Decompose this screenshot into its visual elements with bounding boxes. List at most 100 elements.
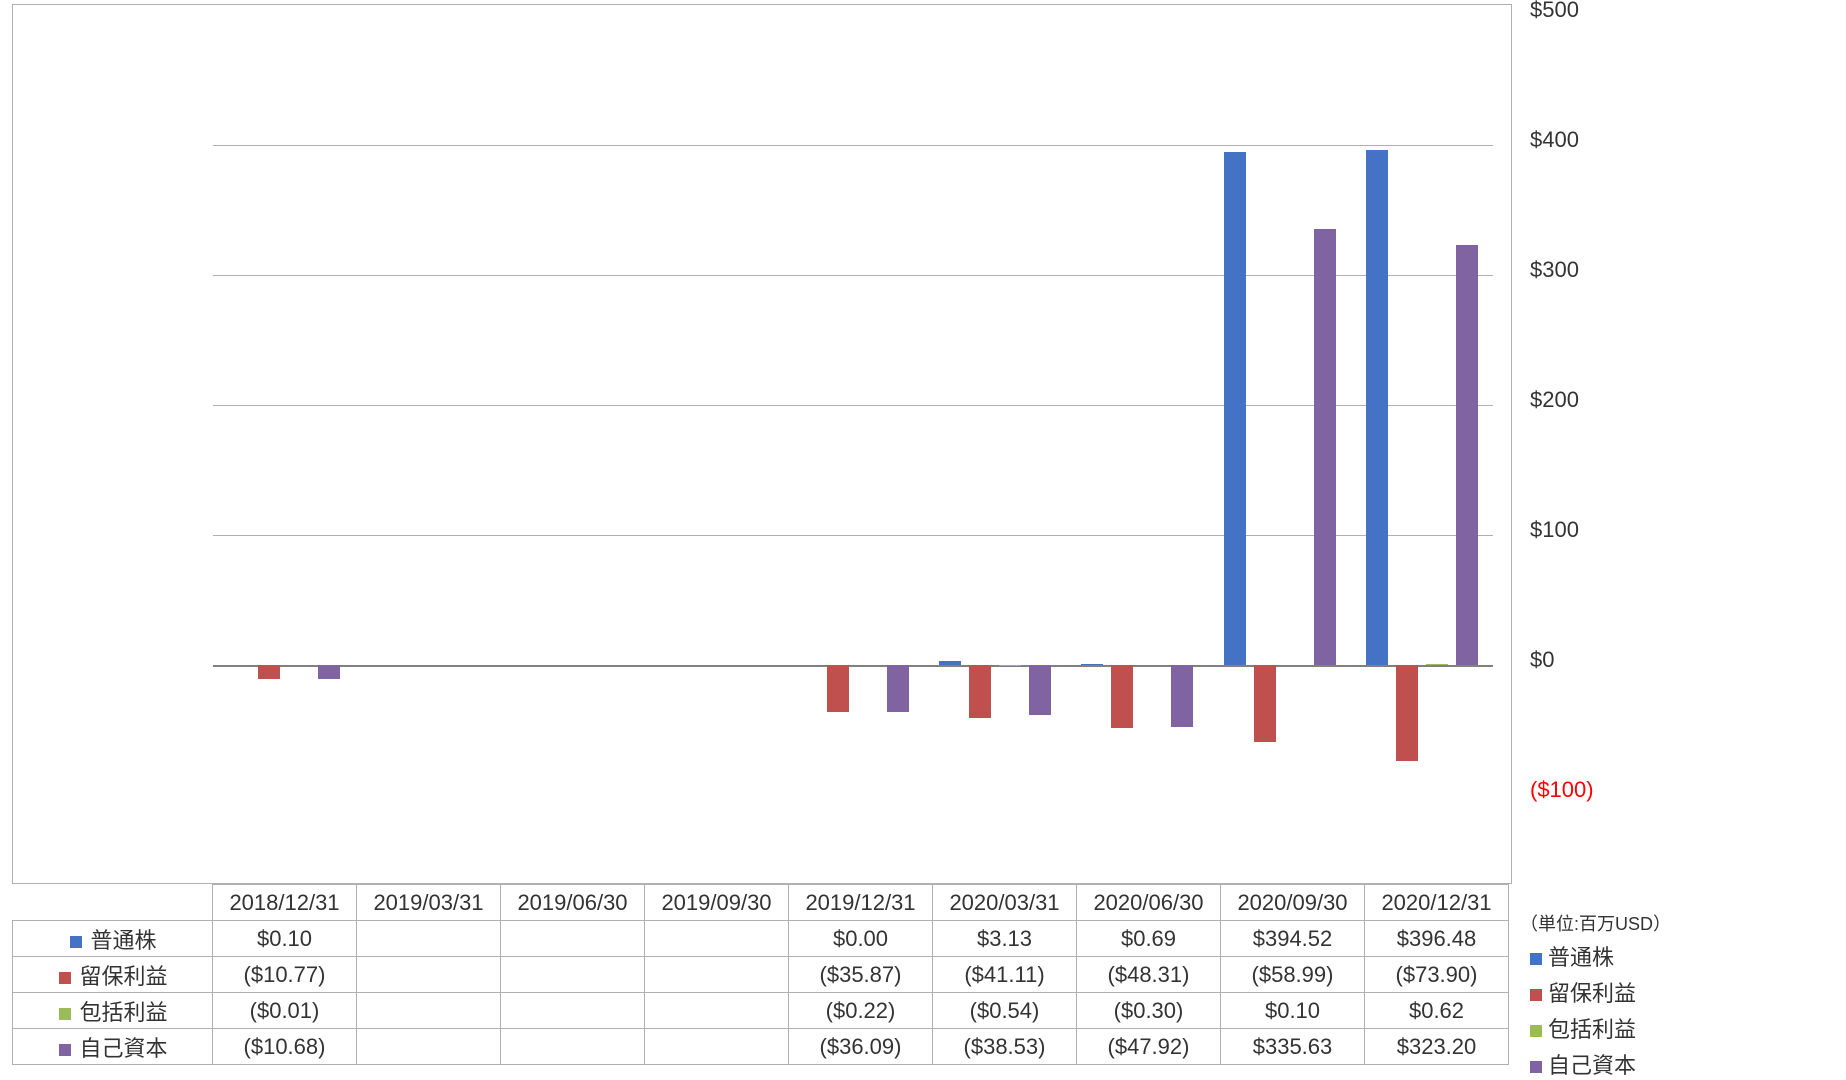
bar-common bbox=[939, 661, 961, 665]
table-cell: $3.13 bbox=[933, 921, 1077, 957]
table-cell: ($47.92) bbox=[1077, 1029, 1221, 1065]
table-cell bbox=[501, 957, 645, 993]
chart-border bbox=[12, 4, 1512, 884]
table-col-header: 2019/09/30 bbox=[645, 885, 789, 921]
table-col-header: 2020/03/31 bbox=[933, 885, 1077, 921]
gridline bbox=[213, 535, 1493, 536]
equity-swatch-icon bbox=[1530, 1061, 1542, 1073]
table-col-header: 2020/06/30 bbox=[1077, 885, 1221, 921]
gridline bbox=[213, 405, 1493, 406]
compre-swatch-icon bbox=[1530, 1025, 1542, 1037]
y-tick-label: $300 bbox=[1530, 257, 1579, 283]
zero-line bbox=[213, 665, 1493, 667]
table-row-compre: 包括利益($0.01)($0.22)($0.54)($0.30)$0.10$0.… bbox=[13, 993, 1509, 1029]
table-cell: ($38.53) bbox=[933, 1029, 1077, 1065]
table-cell bbox=[357, 993, 501, 1029]
y-tick-label: $0 bbox=[1530, 647, 1554, 673]
row-label: 自己資本 bbox=[13, 1029, 213, 1065]
bar-equity bbox=[887, 665, 909, 712]
unit-label: （単位:百万USD） bbox=[1520, 910, 1671, 936]
bar-retained bbox=[1111, 665, 1133, 728]
table-cell: $396.48 bbox=[1365, 921, 1509, 957]
bar-equity bbox=[1171, 665, 1193, 727]
table-cell: ($10.68) bbox=[213, 1029, 357, 1065]
bar-compre bbox=[1426, 664, 1448, 665]
bar-retained bbox=[969, 665, 991, 718]
bar-compre bbox=[999, 665, 1021, 666]
table-row-retained: 留保利益 ($10.77) ($35.87)($41.11)($48.31)($58… bbox=[13, 957, 1509, 993]
legend-label: 包括利益 bbox=[1548, 1017, 1636, 1042]
legend-item-common: 普通株 bbox=[1530, 940, 1614, 972]
table-cell bbox=[645, 957, 789, 993]
table-cell: ($48.31) bbox=[1077, 957, 1221, 993]
table-cell: ($35.87) bbox=[789, 957, 933, 993]
data-table: 2018/12/312019/03/312019/06/302019/09/30… bbox=[12, 884, 1509, 1065]
bar-equity bbox=[1456, 245, 1478, 665]
table-cell: ($36.09) bbox=[789, 1029, 933, 1065]
retained-swatch-icon bbox=[1530, 989, 1542, 1001]
legend-item-compre: 包括利益 bbox=[1530, 1012, 1636, 1044]
compre-row-swatch-icon bbox=[59, 1008, 71, 1020]
table-col-header: 2019/03/31 bbox=[357, 885, 501, 921]
bar-common bbox=[1366, 150, 1388, 665]
table-cell bbox=[357, 921, 501, 957]
row-label: 包括利益 bbox=[13, 993, 213, 1029]
table-cell: $0.10 bbox=[1221, 993, 1365, 1029]
table-col-header: 2020/12/31 bbox=[1365, 885, 1509, 921]
y-tick-label: ($100) bbox=[1530, 777, 1594, 803]
table-col-header: 2019/06/30 bbox=[501, 885, 645, 921]
table-cell bbox=[501, 993, 645, 1029]
legend-label: 普通株 bbox=[1548, 945, 1614, 970]
bar-equity bbox=[1314, 229, 1336, 665]
table-cell bbox=[357, 1029, 501, 1065]
table-header-row: 2018/12/312019/03/312019/06/302019/09/30… bbox=[13, 885, 1509, 921]
table-cell: ($0.30) bbox=[1077, 993, 1221, 1029]
table-cell: ($0.22) bbox=[789, 993, 933, 1029]
retained-row-swatch-icon bbox=[59, 972, 71, 984]
table-cell: ($10.77) bbox=[213, 957, 357, 993]
table-row-common: 普通株$0.10$0.00$3.13$0.69$394.52$396.48 bbox=[13, 921, 1509, 957]
table-corner bbox=[13, 885, 213, 921]
table-cell bbox=[645, 1029, 789, 1065]
table-col-header: 2019/12/31 bbox=[789, 885, 933, 921]
y-tick-label: $100 bbox=[1530, 517, 1579, 543]
table-cell: ($73.90) bbox=[1365, 957, 1509, 993]
table-cell bbox=[501, 921, 645, 957]
table-col-header: 2020/09/30 bbox=[1221, 885, 1365, 921]
table-cell: $323.20 bbox=[1365, 1029, 1509, 1065]
row-label-text: 留保利益 bbox=[79, 964, 167, 989]
table-cell: ($0.01) bbox=[213, 993, 357, 1029]
bar-retained bbox=[827, 665, 849, 712]
table-row-equity: 自己資本 ($10.68) ($36.09)($38.53)($47.92)$335… bbox=[13, 1029, 1509, 1065]
table-cell bbox=[501, 1029, 645, 1065]
gridline bbox=[213, 275, 1493, 276]
bar-retained bbox=[258, 665, 280, 679]
row-label: 普通株 bbox=[13, 921, 213, 957]
legend-label: 自己資本 bbox=[1548, 1053, 1636, 1078]
bar-retained bbox=[1396, 665, 1418, 761]
equity-row-swatch-icon bbox=[59, 1044, 71, 1056]
bar-equity bbox=[318, 665, 340, 679]
common-row-swatch-icon bbox=[70, 936, 82, 948]
table-cell: ($58.99) bbox=[1221, 957, 1365, 993]
y-tick-label: $400 bbox=[1530, 127, 1579, 153]
table-cell bbox=[357, 957, 501, 993]
table-cell: $0.62 bbox=[1365, 993, 1509, 1029]
table-col-header: 2018/12/31 bbox=[213, 885, 357, 921]
row-label: 留保利益 bbox=[13, 957, 213, 993]
table-cell bbox=[645, 993, 789, 1029]
bar-retained bbox=[1254, 665, 1276, 742]
bar-common bbox=[1081, 664, 1103, 665]
row-label-text: 自己資本 bbox=[79, 1036, 167, 1061]
legend-label: 留保利益 bbox=[1548, 981, 1636, 1006]
table-cell: $0.00 bbox=[789, 921, 933, 957]
row-label-text: 普通株 bbox=[90, 928, 156, 953]
table-cell: ($41.11) bbox=[933, 957, 1077, 993]
bar-equity bbox=[1029, 665, 1051, 715]
table-cell: $0.69 bbox=[1077, 921, 1221, 957]
table-cell: $335.63 bbox=[1221, 1029, 1365, 1065]
table-cell: $0.10 bbox=[213, 921, 357, 957]
legend-item-equity: 自己資本 bbox=[1530, 1048, 1636, 1080]
table-cell bbox=[645, 921, 789, 957]
row-label-text: 包括利益 bbox=[79, 1000, 167, 1025]
